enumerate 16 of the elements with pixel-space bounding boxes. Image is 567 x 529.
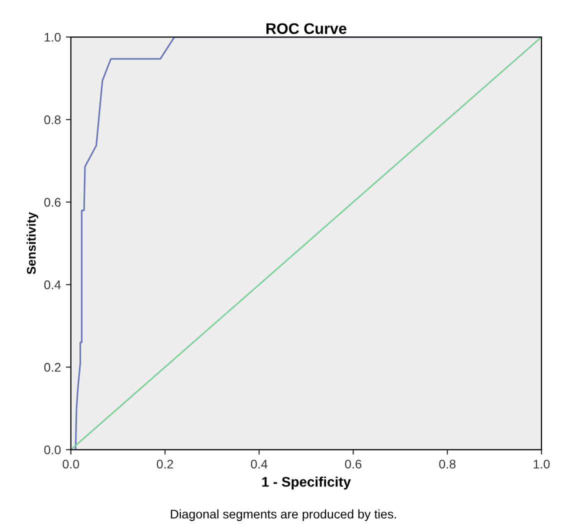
x-tick-label: 0.4 bbox=[250, 460, 268, 469]
y-tick-label: 0.6 bbox=[44, 198, 61, 207]
y-tick-label: 0.8 bbox=[44, 115, 61, 124]
y-tick-label: 0.4 bbox=[44, 280, 61, 290]
x-tick-label: 0.0 bbox=[62, 460, 80, 469]
y-tick-label: 1.0 bbox=[44, 32, 61, 42]
y-tick-label: 0.2 bbox=[44, 362, 61, 372]
text: Diagonal segments are produced by ties. bbox=[170, 509, 396, 522]
x-tick-label: 0.8 bbox=[439, 460, 456, 469]
x-axis-title: 1 - Specificity bbox=[262, 476, 351, 490]
x-tick-label: 0.6 bbox=[345, 460, 362, 469]
chart-title: ROC Curve bbox=[266, 23, 346, 34]
x-tick-label: 1.0 bbox=[534, 460, 550, 469]
y-tick-label: 0.0 bbox=[44, 445, 61, 454]
x-tick-label: 0.2 bbox=[156, 460, 174, 469]
y-axis-title: Sensitivity bbox=[26, 212, 38, 274]
